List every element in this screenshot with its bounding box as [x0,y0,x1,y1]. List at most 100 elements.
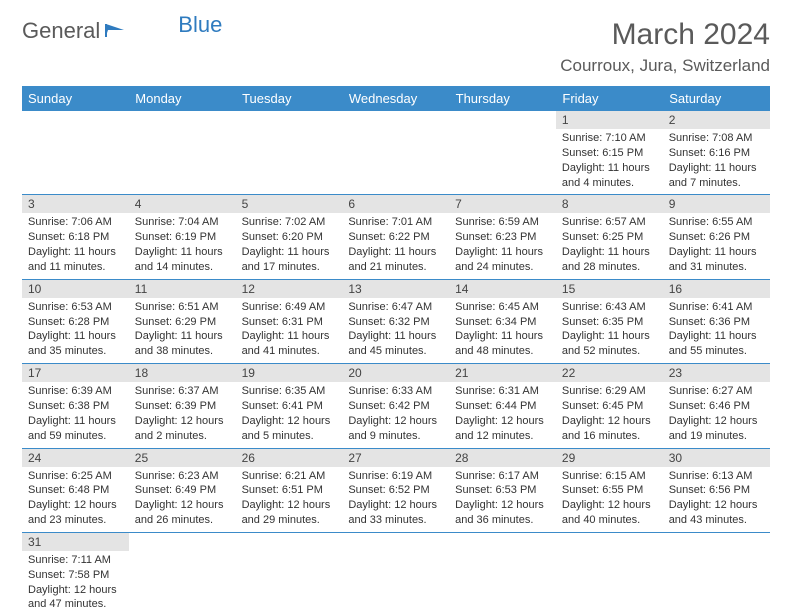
day-header: Thursday [449,86,556,111]
day-details: Sunrise: 6:41 AMSunset: 6:36 PMDaylight:… [663,298,770,363]
calendar-cell [449,532,556,616]
day-number: 31 [22,533,129,551]
day-details: Sunrise: 7:06 AMSunset: 6:18 PMDaylight:… [22,213,129,278]
day-number: 10 [22,280,129,298]
day-number: 12 [236,280,343,298]
calendar-cell: 26Sunrise: 6:21 AMSunset: 6:51 PMDayligh… [236,448,343,532]
day-header: Monday [129,86,236,111]
day-number [236,111,343,129]
day-number: 13 [342,280,449,298]
day-number: 23 [663,364,770,382]
calendar-cell: 22Sunrise: 6:29 AMSunset: 6:45 PMDayligh… [556,364,663,448]
day-number: 22 [556,364,663,382]
calendar-cell: 3Sunrise: 7:06 AMSunset: 6:18 PMDaylight… [22,195,129,279]
calendar-cell: 29Sunrise: 6:15 AMSunset: 6:55 PMDayligh… [556,448,663,532]
day-details: Sunrise: 6:13 AMSunset: 6:56 PMDaylight:… [663,467,770,532]
calendar-cell: 19Sunrise: 6:35 AMSunset: 6:41 PMDayligh… [236,364,343,448]
logo-text-2: Blue [178,12,222,38]
day-number [129,111,236,129]
day-details: Sunrise: 6:59 AMSunset: 6:23 PMDaylight:… [449,213,556,278]
calendar-cell: 5Sunrise: 7:02 AMSunset: 6:20 PMDaylight… [236,195,343,279]
day-number: 6 [342,195,449,213]
day-number: 15 [556,280,663,298]
calendar-cell: 9Sunrise: 6:55 AMSunset: 6:26 PMDaylight… [663,195,770,279]
calendar-cell: 11Sunrise: 6:51 AMSunset: 6:29 PMDayligh… [129,279,236,363]
day-details: Sunrise: 6:51 AMSunset: 6:29 PMDaylight:… [129,298,236,363]
day-details: Sunrise: 7:11 AMSunset: 7:58 PMDaylight:… [22,551,129,616]
day-header: Tuesday [236,86,343,111]
day-number [556,533,663,551]
day-details: Sunrise: 6:15 AMSunset: 6:55 PMDaylight:… [556,467,663,532]
calendar-cell: 4Sunrise: 7:04 AMSunset: 6:19 PMDaylight… [129,195,236,279]
day-number: 7 [449,195,556,213]
calendar-cell [342,111,449,195]
calendar-cell: 31Sunrise: 7:11 AMSunset: 7:58 PMDayligh… [22,532,129,616]
day-number: 24 [22,449,129,467]
calendar-cell: 30Sunrise: 6:13 AMSunset: 6:56 PMDayligh… [663,448,770,532]
day-number: 29 [556,449,663,467]
day-details: Sunrise: 7:01 AMSunset: 6:22 PMDaylight:… [342,213,449,278]
calendar-cell: 2Sunrise: 7:08 AMSunset: 6:16 PMDaylight… [663,111,770,195]
day-header: Sunday [22,86,129,111]
calendar-cell [342,532,449,616]
day-number [22,111,129,129]
day-details: Sunrise: 6:35 AMSunset: 6:41 PMDaylight:… [236,382,343,447]
month-title: March 2024 [560,18,770,52]
day-details: Sunrise: 7:04 AMSunset: 6:19 PMDaylight:… [129,213,236,278]
calendar-body: 1Sunrise: 7:10 AMSunset: 6:15 PMDaylight… [22,111,770,616]
day-number: 5 [236,195,343,213]
calendar-cell: 25Sunrise: 6:23 AMSunset: 6:49 PMDayligh… [129,448,236,532]
day-number [663,533,770,551]
day-details: Sunrise: 6:45 AMSunset: 6:34 PMDaylight:… [449,298,556,363]
day-header: Saturday [663,86,770,111]
day-details: Sunrise: 6:29 AMSunset: 6:45 PMDaylight:… [556,382,663,447]
day-number: 4 [129,195,236,213]
day-number [129,533,236,551]
calendar-head: SundayMondayTuesdayWednesdayThursdayFrid… [22,86,770,111]
calendar-cell [129,111,236,195]
day-number: 18 [129,364,236,382]
day-number: 25 [129,449,236,467]
title-block: March 2024 Courroux, Jura, Switzerland [560,18,770,76]
day-number [449,533,556,551]
day-details: Sunrise: 6:37 AMSunset: 6:39 PMDaylight:… [129,382,236,447]
day-number: 21 [449,364,556,382]
day-details: Sunrise: 6:27 AMSunset: 6:46 PMDaylight:… [663,382,770,447]
logo-flag-icon [104,18,126,44]
header: General Blue March 2024 Courroux, Jura, … [22,18,770,76]
day-details: Sunrise: 6:57 AMSunset: 6:25 PMDaylight:… [556,213,663,278]
calendar-cell [556,532,663,616]
day-number: 27 [342,449,449,467]
day-details: Sunrise: 7:08 AMSunset: 6:16 PMDaylight:… [663,129,770,194]
day-number: 14 [449,280,556,298]
day-details: Sunrise: 6:43 AMSunset: 6:35 PMDaylight:… [556,298,663,363]
calendar-cell: 14Sunrise: 6:45 AMSunset: 6:34 PMDayligh… [449,279,556,363]
day-details: Sunrise: 6:31 AMSunset: 6:44 PMDaylight:… [449,382,556,447]
day-number [449,111,556,129]
calendar-cell: 17Sunrise: 6:39 AMSunset: 6:38 PMDayligh… [22,364,129,448]
day-number [342,111,449,129]
calendar-cell: 15Sunrise: 6:43 AMSunset: 6:35 PMDayligh… [556,279,663,363]
calendar-cell [663,532,770,616]
day-number: 9 [663,195,770,213]
location: Courroux, Jura, Switzerland [560,56,770,76]
day-number: 20 [342,364,449,382]
day-number: 28 [449,449,556,467]
calendar-cell [236,111,343,195]
day-header: Friday [556,86,663,111]
calendar-cell: 20Sunrise: 6:33 AMSunset: 6:42 PMDayligh… [342,364,449,448]
calendar-cell: 10Sunrise: 6:53 AMSunset: 6:28 PMDayligh… [22,279,129,363]
calendar-cell: 16Sunrise: 6:41 AMSunset: 6:36 PMDayligh… [663,279,770,363]
day-number [342,533,449,551]
day-number: 8 [556,195,663,213]
day-number: 17 [22,364,129,382]
calendar-cell: 24Sunrise: 6:25 AMSunset: 6:48 PMDayligh… [22,448,129,532]
day-details: Sunrise: 6:21 AMSunset: 6:51 PMDaylight:… [236,467,343,532]
day-details: Sunrise: 6:47 AMSunset: 6:32 PMDaylight:… [342,298,449,363]
day-details: Sunrise: 7:10 AMSunset: 6:15 PMDaylight:… [556,129,663,194]
day-details: Sunrise: 6:39 AMSunset: 6:38 PMDaylight:… [22,382,129,447]
day-number: 26 [236,449,343,467]
calendar-cell [22,111,129,195]
day-number: 2 [663,111,770,129]
calendar-cell: 12Sunrise: 6:49 AMSunset: 6:31 PMDayligh… [236,279,343,363]
